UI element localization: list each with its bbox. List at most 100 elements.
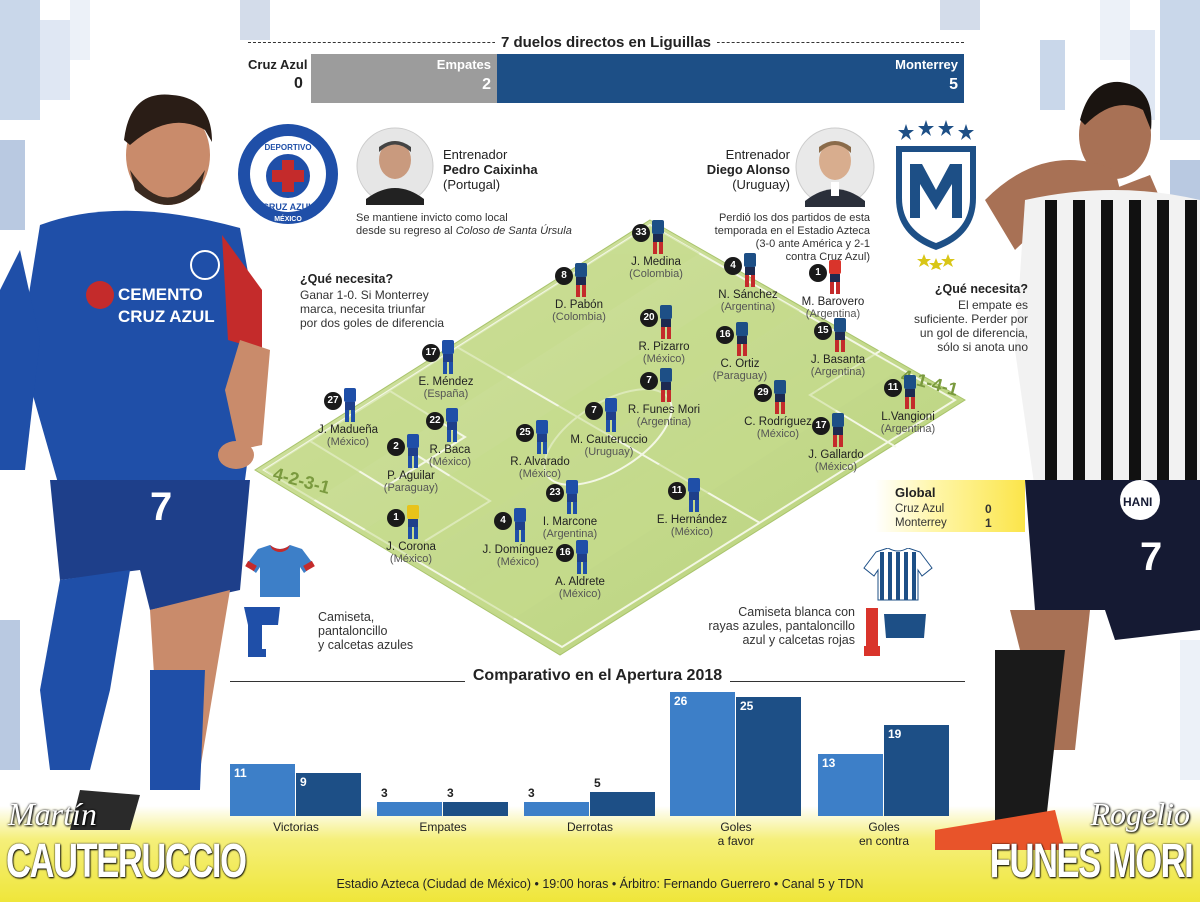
bar-value-label: 11 <box>234 765 247 780</box>
bar-value-label: 3 <box>381 785 388 800</box>
bar-value-label: 3 <box>447 785 454 800</box>
cruz-azul-logo: DEPORTIVO CRUZ AZUL MÉXICO <box>238 124 338 224</box>
player-country: (México) <box>389 553 433 565</box>
match-info-footer: Estadio Azteca (Ciudad de México) • 19:0… <box>336 877 864 891</box>
duel-cruz-azul-value: 0 <box>294 75 303 92</box>
ca-coach-note-2: desde su regreso al Coloso de Santa Úrsu… <box>356 225 572 237</box>
player-name: J. Madueña <box>317 424 379 436</box>
pixel-block <box>1040 40 1065 110</box>
pixel-block <box>40 20 70 100</box>
global-mty-value: 1 <box>985 516 992 530</box>
player-jersey-icon <box>660 305 672 339</box>
bar-cruz-azul <box>377 801 442 816</box>
player-label: C. Ortiz (Paraguay) <box>685 358 795 382</box>
player-number: 11 <box>884 379 902 397</box>
player-country: (México) <box>756 428 800 440</box>
player-name: J. Medina <box>631 256 681 268</box>
ca-coach-note-1: Se mantiene invicto como local <box>356 212 508 224</box>
global-mty-label: Monterrey <box>895 517 947 529</box>
player-label: C. Rodríguez (México) <box>723 416 833 440</box>
player-name: M. Cauteruccio <box>570 434 648 446</box>
ca-need-3: por dos goles de diferencia <box>300 316 445 330</box>
ca-kit-icon <box>244 545 315 657</box>
player-jersey-icon <box>344 388 356 422</box>
player-country: (Argentina) <box>810 366 866 378</box>
player-country: (Argentina) <box>636 416 692 428</box>
player-country: (Uruguay) <box>584 446 634 458</box>
player-country: (México) <box>326 436 370 448</box>
player-number: 1 <box>809 264 827 282</box>
player-jersey-icon <box>832 413 844 447</box>
player-label: M. Cauteruccio (Uruguay) <box>554 434 664 458</box>
alonso-avatar <box>795 127 875 207</box>
player-name: R. Funes Mori <box>627 404 701 416</box>
bar-category-label: Empates <box>419 820 467 834</box>
mty-kit-1: Camiseta blanca con <box>738 605 855 619</box>
ca-need-1: Ganar 1-0. Si Monterrey <box>300 288 429 302</box>
right-player-last-name: FUNES MORI <box>989 835 1193 888</box>
player-name: E. Hernández <box>656 514 728 526</box>
player-name: E. Méndez <box>418 376 474 388</box>
player-jersey-icon <box>904 375 916 409</box>
player-name: R. Pizarro <box>638 341 690 353</box>
bar-value-label: 3 <box>528 785 535 800</box>
player-label: D. Pabón (Colombia) <box>524 299 634 323</box>
player-country: (México) <box>670 526 714 538</box>
player-number: 1 <box>387 509 405 527</box>
player-name: L.Vangioni <box>881 411 935 423</box>
player-number: 17 <box>422 344 440 362</box>
player-jersey-icon <box>576 540 588 574</box>
player-number: 25 <box>516 424 534 442</box>
bar-monterrey <box>443 801 508 816</box>
svg-text:CRUZ AZUL: CRUZ AZUL <box>118 307 215 326</box>
player-jersey-icon <box>566 480 578 514</box>
player-jersey-icon <box>536 420 548 454</box>
bar-monterrey <box>884 725 949 816</box>
player-number: 11 <box>668 482 686 500</box>
player-label: J. Medina (Colombia) <box>601 256 711 280</box>
player-name: J. Basanta <box>810 354 866 366</box>
ca-need-title: ¿Qué necesita? <box>300 272 394 286</box>
pixel-block <box>1100 0 1130 60</box>
soccer-field: 4-2-3-1 4-1-4-1 <box>254 219 966 656</box>
mty-coach-country: (Uruguay) <box>732 177 790 192</box>
mty-need-title: ¿Qué necesita? <box>934 282 1028 296</box>
svg-text:CRUZ AZUL: CRUZ AZUL <box>262 202 314 212</box>
player-jersey-icon <box>514 508 526 542</box>
player-number: 33 <box>632 224 650 242</box>
ca-kit-3: y calcetas azules <box>318 638 414 652</box>
player-country: (México) <box>814 461 858 473</box>
svg-text:DEPORTIVO: DEPORTIVO <box>264 143 311 152</box>
player-name: N. Sánchez <box>718 289 778 301</box>
global-box <box>875 480 1025 532</box>
player-label: R. Baca (México) <box>395 444 505 468</box>
ca-coach-role: Entrenador <box>443 147 508 162</box>
bar-value-label: 9 <box>300 775 307 790</box>
player-label: J. Madueña (México) <box>293 424 403 448</box>
bar-value-label: 5 <box>594 776 601 791</box>
ca-coach-name: Pedro Caixinha <box>443 162 538 177</box>
mty-kit-icon <box>863 548 933 656</box>
duel-title: 7 duelos directos en Liguillas <box>248 34 964 51</box>
player-jersey-icon <box>407 434 419 468</box>
ca-kit-1: Camiseta, <box>318 610 375 624</box>
player-label: E. Méndez (España) <box>391 376 501 400</box>
player-label: R. Pizarro (México) <box>609 341 719 365</box>
bar-monterrey <box>590 792 655 816</box>
mty-need-3: un gol de diferencia, <box>919 326 1028 340</box>
duel-empates-label: Empates <box>436 57 491 72</box>
player-label: R. Funes Mori (Argentina) <box>609 404 719 428</box>
player-jersey-icon <box>442 340 454 374</box>
player-number: 29 <box>754 384 772 402</box>
ca-kit-2: pantaloncillo <box>318 624 388 638</box>
caixinha-avatar <box>356 127 434 205</box>
player-number: 7 <box>640 372 658 390</box>
player-number: 22 <box>426 412 444 430</box>
player-country: (España) <box>423 388 469 400</box>
player-name: J. Domínguez <box>482 544 554 556</box>
player-label: P. Aguilar (Paraguay) <box>356 470 466 494</box>
bar-category-label: Goles en contra <box>858 820 910 848</box>
svg-text:MÉXICO: MÉXICO <box>274 214 302 223</box>
bar-monterrey <box>296 773 361 816</box>
player-jersey-icon <box>829 260 841 294</box>
